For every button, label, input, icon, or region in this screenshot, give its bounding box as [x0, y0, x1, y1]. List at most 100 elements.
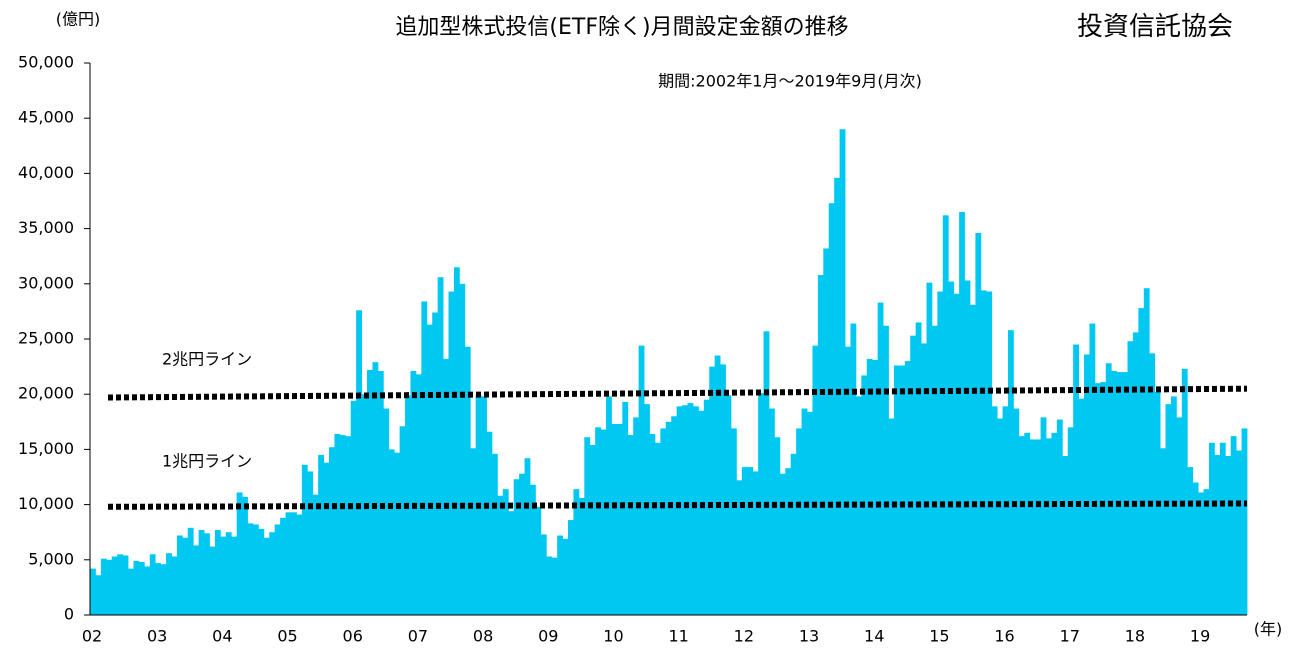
reference-line	[107, 385, 1248, 401]
bar	[252, 524, 259, 615]
bar	[285, 512, 292, 615]
bar	[437, 277, 444, 615]
bar	[144, 566, 151, 615]
bar	[1013, 408, 1020, 615]
bar	[1111, 371, 1118, 615]
bar	[236, 492, 243, 615]
bar	[595, 427, 602, 615]
bar	[649, 433, 656, 615]
bar	[942, 215, 949, 616]
bar	[1078, 398, 1085, 615]
bar	[1160, 448, 1166, 615]
x-tick-label: 03	[147, 627, 167, 646]
x-tick-label: 11	[668, 627, 688, 646]
bar	[193, 545, 200, 615]
reference-label: 1兆円ライン	[162, 452, 252, 471]
bar	[95, 575, 102, 615]
bar	[937, 291, 944, 615]
bar	[258, 528, 265, 615]
y-tick-label: 40,000	[18, 163, 74, 182]
bar	[470, 448, 477, 615]
y-tick-label: 10,000	[18, 494, 74, 513]
bar	[682, 405, 688, 615]
bar	[1143, 288, 1150, 615]
bar	[877, 302, 884, 615]
bar	[1208, 442, 1215, 615]
bar	[540, 534, 547, 615]
bar	[752, 471, 759, 615]
bar	[785, 468, 792, 615]
bar	[562, 538, 569, 615]
bar	[622, 401, 629, 615]
bar	[736, 480, 743, 615]
y-tick-label: 30,000	[18, 273, 74, 292]
bar	[1062, 456, 1069, 615]
bar	[893, 365, 900, 615]
bar	[823, 248, 830, 616]
bar	[654, 442, 661, 615]
bar	[611, 424, 618, 615]
bar	[214, 529, 221, 615]
bar	[557, 535, 563, 615]
bar	[421, 301, 428, 615]
bar	[280, 517, 286, 615]
bar	[367, 369, 373, 615]
bar	[524, 458, 531, 615]
bar	[502, 489, 509, 615]
bar	[703, 399, 710, 615]
bar	[166, 553, 172, 615]
bar	[111, 556, 118, 615]
bar	[128, 568, 134, 615]
bar	[350, 400, 357, 615]
bar	[801, 408, 808, 615]
bar	[372, 362, 379, 615]
bar	[866, 358, 873, 615]
bar	[698, 410, 705, 615]
bar	[388, 449, 395, 615]
bar	[959, 212, 965, 616]
y-tick-label: 25,000	[18, 329, 74, 348]
bar	[861, 375, 868, 615]
x-tick-label: 13	[799, 627, 819, 646]
bar	[676, 406, 683, 615]
bar	[964, 280, 971, 615]
bar	[1236, 450, 1242, 615]
bar	[888, 418, 895, 615]
bar	[535, 506, 542, 615]
bar	[774, 437, 781, 615]
bar	[790, 453, 797, 615]
bar	[1192, 482, 1199, 615]
bar	[176, 535, 183, 615]
bar	[1029, 439, 1036, 615]
bar	[1056, 419, 1063, 615]
x-axis-label: (年)	[1254, 620, 1283, 639]
bar	[345, 436, 352, 615]
y-tick-label: 15,000	[18, 439, 74, 458]
bar	[1073, 344, 1080, 615]
bar	[986, 291, 993, 615]
bar	[220, 536, 227, 615]
bar	[1187, 467, 1194, 615]
bar	[660, 428, 667, 615]
bar	[969, 304, 976, 615]
y-tick-label: 50,000	[18, 53, 74, 72]
bar	[160, 564, 167, 615]
bar	[149, 554, 156, 615]
bar	[1067, 427, 1074, 615]
bar	[204, 533, 210, 615]
bar	[1035, 439, 1041, 615]
bar	[779, 473, 786, 615]
bar	[692, 406, 699, 615]
bar	[834, 177, 841, 616]
bar	[464, 346, 471, 615]
bar	[850, 323, 857, 615]
bar	[1105, 363, 1112, 615]
bar	[106, 559, 113, 615]
bar	[1176, 417, 1183, 615]
reference-line	[107, 500, 1248, 510]
bar	[1122, 372, 1128, 615]
bar	[997, 418, 1003, 615]
bar	[410, 371, 417, 615]
y-axis-label: (億円)	[56, 10, 101, 29]
